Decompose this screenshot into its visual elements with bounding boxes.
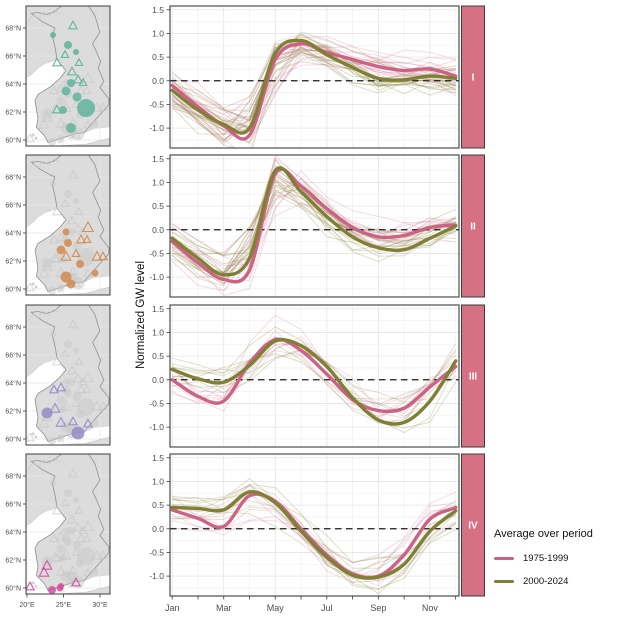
map-cluster-I: 68°N 66°N 64°N 62°N 60°N xyxy=(5,5,111,147)
svg-text:66°N: 66°N xyxy=(5,351,21,359)
map-cluster-III: 68°N 66°N 64°N 62°N 60°N xyxy=(5,304,111,446)
facet-label: III xyxy=(469,372,478,383)
legend-item: 2000-2024 xyxy=(494,576,624,587)
svg-text:66°N: 66°N xyxy=(5,52,21,60)
svg-text:30°E: 30°E xyxy=(92,601,108,609)
chart-panel-III: 1.5 1.0 0.5 0.0 -0.5 -1.0 III xyxy=(149,304,485,448)
svg-text:68°N: 68°N xyxy=(5,323,21,331)
map-cluster-IV: 68°N 66°N 64°N 62°N 60°N 20°E 25°E 30°E xyxy=(5,453,111,609)
svg-text:20°E: 20°E xyxy=(19,601,35,609)
svg-text:1.5: 1.5 xyxy=(152,154,164,164)
svg-text:64°N: 64°N xyxy=(5,379,21,387)
svg-text:-0.5: -0.5 xyxy=(149,248,164,258)
svg-text:1.0: 1.0 xyxy=(152,476,164,486)
svg-text:0.5: 0.5 xyxy=(152,351,164,361)
svg-text:-0.5: -0.5 xyxy=(149,547,164,557)
svg-text:0.5: 0.5 xyxy=(152,500,164,510)
line-swatch-1975-1999 xyxy=(494,556,514,561)
svg-text:Jul: Jul xyxy=(321,603,333,613)
svg-text:1.5: 1.5 xyxy=(152,304,164,314)
facet-label: I xyxy=(472,73,475,84)
svg-text:1.0: 1.0 xyxy=(152,177,164,187)
svg-text:-1.0: -1.0 xyxy=(149,123,164,133)
svg-text:1.0: 1.0 xyxy=(152,28,164,38)
chart-panel-I: 1.5 1.0 0.5 0.0 -0.5 -1.0 I xyxy=(149,5,485,149)
svg-text:0.0: 0.0 xyxy=(152,225,164,235)
legend: Average over period 1975-1999 2000-2024 xyxy=(494,528,624,599)
svg-text:60°N: 60°N xyxy=(5,136,21,144)
svg-text:60°N: 60°N xyxy=(5,584,21,592)
svg-text:0.0: 0.0 xyxy=(152,524,164,534)
svg-text:68°N: 68°N xyxy=(5,173,21,181)
facet-label: II xyxy=(470,222,476,233)
svg-text:25°E: 25°E xyxy=(56,601,72,609)
svg-text:0.5: 0.5 xyxy=(152,52,164,62)
svg-text:66°N: 66°N xyxy=(5,500,21,508)
svg-text:66°N: 66°N xyxy=(5,201,21,209)
svg-text:-0.5: -0.5 xyxy=(149,398,164,408)
svg-text:Sep: Sep xyxy=(370,603,386,613)
chart-panel-II: 1.5 1.0 0.5 0.0 -0.5 -1.0 II xyxy=(149,154,485,298)
legend-item-label: 2000-2024 xyxy=(523,576,569,587)
svg-text:64°N: 64°N xyxy=(5,528,21,536)
y-axis-title: Normalized GW level xyxy=(135,261,147,369)
svg-text:Nov: Nov xyxy=(422,603,439,613)
svg-text:64°N: 64°N xyxy=(5,229,21,237)
svg-text:1.0: 1.0 xyxy=(152,327,164,337)
svg-text:64°N: 64°N xyxy=(5,80,21,88)
svg-text:62°N: 62°N xyxy=(5,257,21,265)
map-cluster-II: 68°N 66°N 64°N 62°N 60°N xyxy=(5,154,111,296)
facet-label: IV xyxy=(468,521,478,532)
svg-text:-1.0: -1.0 xyxy=(149,272,164,282)
svg-text:62°N: 62°N xyxy=(5,407,21,415)
svg-text:1.5: 1.5 xyxy=(152,5,164,15)
svg-text:68°N: 68°N xyxy=(5,24,21,32)
svg-text:0.0: 0.0 xyxy=(152,375,164,385)
legend-item-label: 1975-1999 xyxy=(523,553,569,564)
svg-text:-1.0: -1.0 xyxy=(149,422,164,432)
svg-text:60°N: 60°N xyxy=(5,285,21,293)
svg-text:Jan: Jan xyxy=(165,603,180,613)
legend-item: 1975-1999 xyxy=(494,553,624,564)
svg-text:Mar: Mar xyxy=(216,603,232,613)
svg-text:-0.5: -0.5 xyxy=(149,99,164,109)
legend-title: Average over period xyxy=(494,528,593,540)
svg-text:0.0: 0.0 xyxy=(152,76,164,86)
svg-text:-1.0: -1.0 xyxy=(149,571,164,581)
svg-text:68°N: 68°N xyxy=(5,472,21,480)
svg-text:May: May xyxy=(267,603,285,613)
svg-text:1.5: 1.5 xyxy=(152,453,164,463)
chart-panel-IV: 1.5 1.0 0.5 0.0 -0.5 -1.0 IV Jan Mar May Jul Sep Nov xyxy=(149,453,485,613)
svg-text:0.5: 0.5 xyxy=(152,201,164,211)
svg-text:60°N: 60°N xyxy=(5,435,21,443)
svg-text:62°N: 62°N xyxy=(5,556,21,564)
line-swatch-2000-2024 xyxy=(494,579,514,584)
svg-text:62°N: 62°N xyxy=(5,108,21,116)
